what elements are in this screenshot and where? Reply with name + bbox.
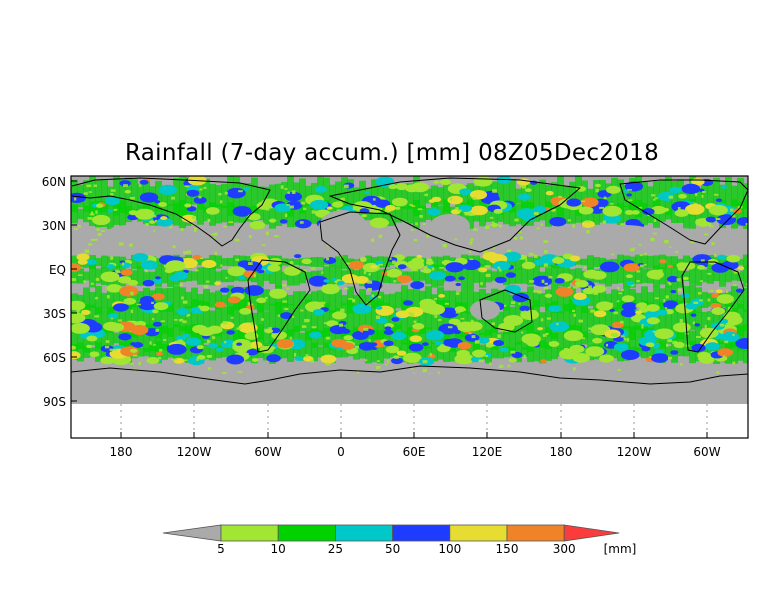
colorbar-segment [220,524,279,542]
lon-label: 0 [337,445,345,459]
map-frame [70,175,749,439]
colorbar: 5 10 25 50 100 150 300 [mm] [162,524,637,556]
lon-label: 120E [472,445,503,459]
lat-label: 30S [43,307,66,321]
longitude-axis: 180 120W 60W 0 60E 120E 180 120W 60W [110,432,721,459]
colorbar-tick-label: 50 [385,542,400,556]
colorbar-segment [449,524,508,542]
colorbar-tick-label: 25 [328,542,343,556]
colorbar-tick-label: 300 [553,542,576,556]
grid-lines [120,404,708,432]
lon-label: 60W [254,445,281,459]
colorbar-segment [334,524,393,542]
rainfall-field [71,176,748,404]
colorbar-low-arrow [162,524,222,542]
lon-label: 120W [177,445,212,459]
lon-label: 120W [617,445,652,459]
map-area [71,176,748,404]
lat-label: 90S [43,395,66,409]
lat-label: 60N [42,175,66,189]
colorbar-segment [506,524,565,542]
latitude-axis: 60N 30N EQ 30S 60S 90S [42,175,77,409]
lat-label: 60S [43,351,66,365]
colorbar-segment [277,524,336,542]
continent-outlines [71,177,748,385]
colorbar-unit: [mm] [604,542,637,556]
colorbar-high-arrow [563,524,620,542]
colorbar-tick-label: 5 [217,542,225,556]
lat-label: EQ [49,263,66,277]
colorbar-tick-label: 150 [496,542,519,556]
map-title: Rainfall (7-day accum.) [mm] 08Z05Dec201… [125,140,659,166]
lat-label: 30N [42,219,66,233]
lon-label: 180 [550,445,573,459]
colorbar-tick-label: 10 [271,542,286,556]
lon-label: 60W [693,445,720,459]
lon-label: 60E [403,445,426,459]
lon-label: 180 [110,445,133,459]
colorbar-tick-label: 100 [438,542,461,556]
colorbar-segment [392,524,451,542]
